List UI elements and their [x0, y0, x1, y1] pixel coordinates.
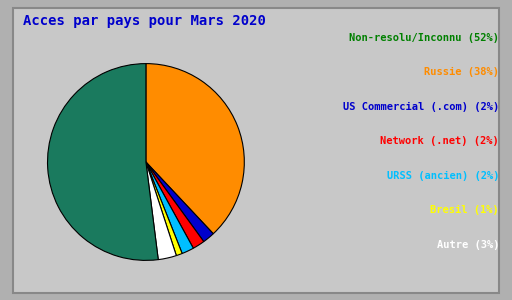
Text: US Commercial (.com) (2%): US Commercial (.com) (2%): [343, 101, 499, 112]
Wedge shape: [146, 64, 244, 234]
Wedge shape: [146, 162, 214, 242]
Text: Acces par pays pour Mars 2020: Acces par pays pour Mars 2020: [23, 14, 266, 28]
Wedge shape: [146, 162, 176, 260]
Text: Russie (38%): Russie (38%): [424, 67, 499, 77]
Text: Network (.net) (2%): Network (.net) (2%): [380, 136, 499, 146]
Text: Bresil (1%): Bresil (1%): [431, 205, 499, 215]
Text: URSS (ancien) (2%): URSS (ancien) (2%): [387, 170, 499, 181]
Text: Non-resolu/Inconnu (52%): Non-resolu/Inconnu (52%): [349, 32, 499, 43]
Wedge shape: [146, 162, 204, 248]
Wedge shape: [146, 162, 182, 256]
Wedge shape: [146, 162, 194, 254]
Wedge shape: [48, 64, 158, 260]
Text: Autre (3%): Autre (3%): [437, 239, 499, 250]
FancyBboxPatch shape: [13, 8, 499, 292]
